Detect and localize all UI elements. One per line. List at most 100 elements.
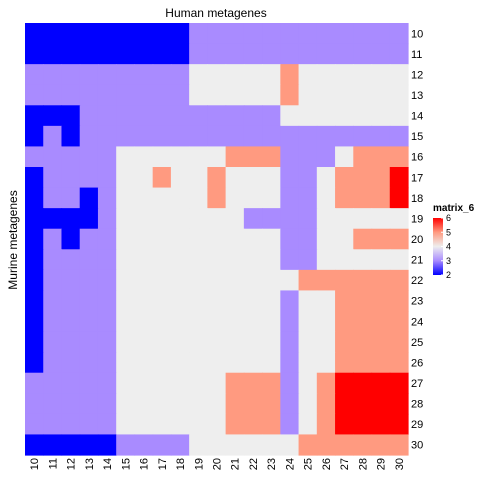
heatmap-cell	[225, 228, 245, 250]
heatmap-cell	[371, 125, 391, 148]
heatmap-cell	[61, 105, 81, 127]
heatmap-cell	[389, 105, 409, 127]
heatmap-cell	[189, 84, 208, 106]
heatmap-cell	[335, 249, 354, 271]
heatmap-cell	[389, 249, 409, 271]
heatmap-cell	[335, 372, 354, 394]
heatmap-cell	[298, 290, 318, 312]
heatmap-cell	[243, 187, 263, 209]
heatmap-cell	[280, 208, 300, 230]
heatmap-cell	[97, 269, 117, 292]
heatmap-cell	[170, 372, 190, 394]
heatmap-cell	[25, 372, 44, 394]
heatmap-cell	[335, 146, 354, 168]
heatmap-cell	[389, 167, 409, 189]
heatmap-cell	[371, 208, 391, 230]
heatmap-cell	[43, 249, 63, 271]
heatmap-cell	[61, 269, 81, 292]
heatmap-cell	[116, 290, 136, 312]
heatmap-cell	[298, 125, 318, 148]
heatmap-cell	[353, 146, 373, 168]
heatmap-cell	[316, 228, 336, 250]
heatmap-cell	[298, 146, 318, 168]
heatmap-cell	[170, 311, 190, 333]
heatmap-cell	[371, 352, 391, 374]
heatmap-cell	[335, 311, 354, 333]
heatmap-cell	[243, 413, 263, 436]
heatmap-cell	[134, 393, 154, 415]
heatmap-cell	[152, 64, 172, 86]
heatmap-cells	[25, 23, 409, 456]
heatmap-cell	[389, 434, 409, 456]
heatmap-cell	[371, 372, 391, 394]
heatmap-cell	[79, 84, 99, 106]
heatmap-cell	[280, 311, 300, 333]
heatmap-cell	[97, 105, 117, 127]
heatmap-cell	[79, 187, 99, 209]
heatmap-cell	[189, 167, 208, 189]
heatmap-cell	[280, 372, 300, 394]
heatmap-cell	[243, 23, 263, 45]
heatmap-cell	[43, 64, 63, 86]
heatmap-cell	[170, 167, 190, 189]
heatmap-cell	[225, 311, 245, 333]
heatmap-cell	[189, 393, 208, 415]
heatmap-cell	[389, 84, 409, 106]
y-tick-label: 13	[411, 90, 423, 102]
heatmap-cell	[152, 228, 172, 250]
x-tick-labels: 10 11 12 13 14 15 16 17 18 19 20 21 22 23 24 25 26 27 28 29…	[29, 458, 406, 470]
heatmap-cell	[280, 249, 300, 271]
heatmap-cell	[262, 125, 281, 148]
heatmap-cell	[97, 352, 117, 374]
heatmap-cell	[152, 187, 172, 209]
heatmap-cell	[170, 393, 190, 415]
heatmap-cell	[316, 208, 336, 230]
heatmap-cell	[134, 105, 154, 127]
heatmap-cell	[116, 125, 136, 148]
heatmap-cell	[389, 290, 409, 312]
heatmap-cell	[152, 146, 172, 168]
heatmap-cell	[316, 290, 336, 312]
heatmap-cell	[298, 43, 318, 65]
heatmap-cell	[225, 413, 245, 436]
y-tick-labels: 10 11 12 13 14 15 16 17 18 19 20 21 22 23 24 25 26 27 28 29…	[411, 28, 423, 451]
heatmap-cell	[243, 167, 263, 189]
heatmap-cell	[116, 413, 136, 436]
heatmap-cell	[225, 167, 245, 189]
heatmap-cell	[97, 393, 117, 415]
heatmap-cell	[316, 393, 336, 415]
heatmap-cell	[225, 43, 245, 65]
heatmap-cell	[61, 290, 81, 312]
heatmap-cell	[170, 125, 190, 148]
heatmap-cell	[61, 125, 81, 148]
heatmap-cell	[189, 125, 208, 148]
heatmap-cell	[207, 64, 227, 86]
legend-colorbar	[433, 218, 443, 275]
heatmap-cell	[335, 43, 354, 65]
heatmap-cell	[262, 208, 281, 230]
heatmap-cell	[353, 208, 373, 230]
y-tick-label: 15	[411, 131, 423, 143]
heatmap-cell	[79, 43, 99, 65]
heatmap-cell	[389, 146, 409, 168]
heatmap-cell	[316, 43, 336, 65]
heatmap-cell	[152, 290, 172, 312]
heatmap-cell	[152, 413, 172, 436]
heatmap-cell	[134, 43, 154, 65]
y-tick-label: 20	[411, 234, 423, 246]
heatmap-cell	[79, 228, 99, 250]
heatmap-cell	[61, 146, 81, 168]
heatmap-cell	[97, 43, 117, 65]
heatmap-cell	[152, 331, 172, 353]
heatmap-cell	[207, 249, 227, 271]
heatmap-cell	[316, 167, 336, 189]
heatmap-cell	[371, 290, 391, 312]
heatmap-cell	[61, 208, 81, 230]
heatmap-cell	[189, 331, 208, 353]
heatmap-cell	[389, 413, 409, 436]
heatmap-cell	[371, 269, 391, 292]
heatmap-cell	[61, 311, 81, 333]
heatmap-cell	[25, 269, 44, 292]
heatmap-cell	[207, 84, 227, 106]
heatmap-cell	[371, 167, 391, 189]
